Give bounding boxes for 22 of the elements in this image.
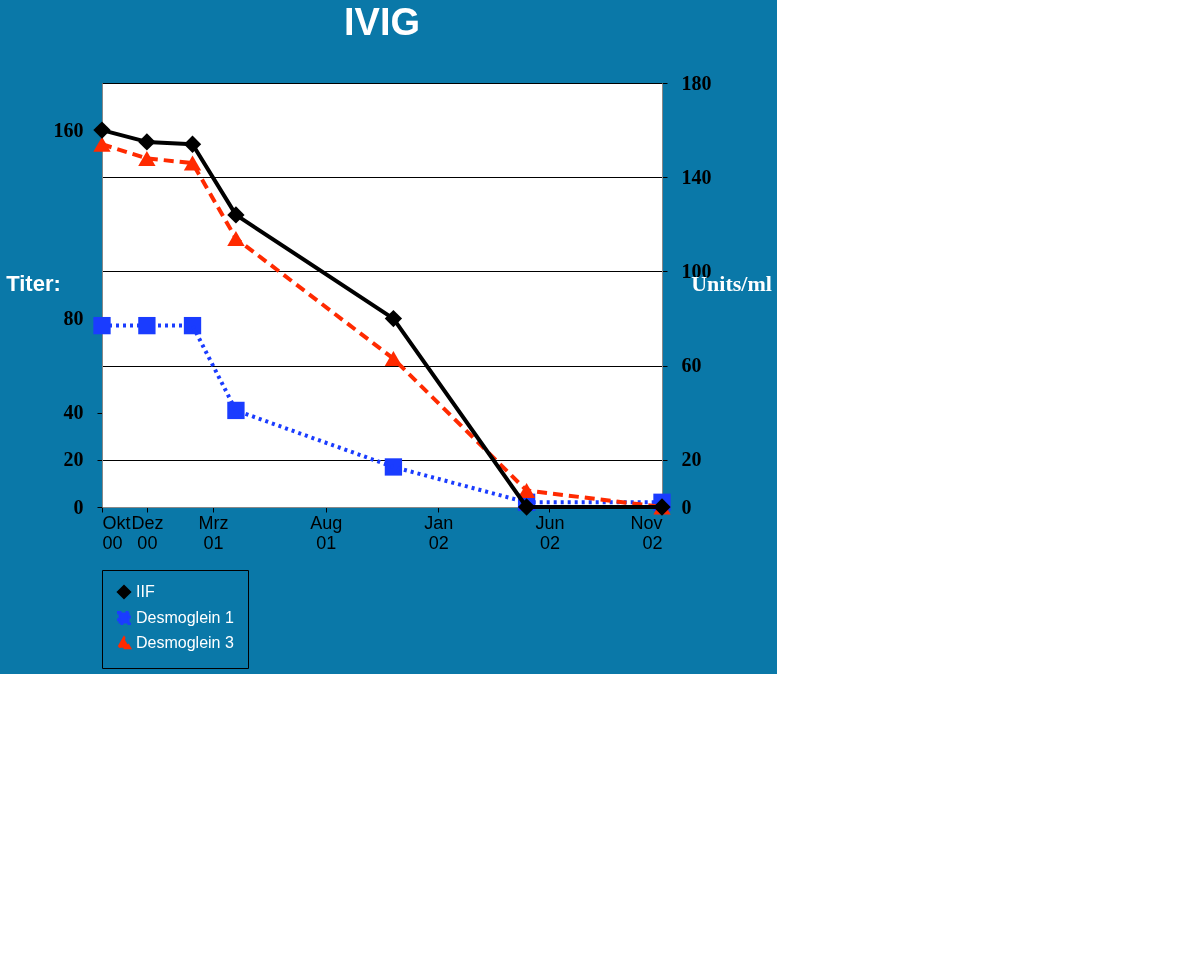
x-tick-label: Okt 00 [102,512,131,553]
x-tick-label: Dez 00 [131,512,164,553]
y2-tick-label: 140 [681,165,712,188]
y2-tick-label: 180 [681,71,712,94]
legend-label: Desmoglein 3 [136,634,234,651]
y-tick-label: 160 [53,118,84,141]
x-tick-label: Mrz 01 [198,512,229,553]
legend-label: Desmoglein 1 [136,609,234,626]
y-tick-label: 0 [73,495,84,518]
x-tick-label: Jan 02 [424,512,454,553]
y2-tick-label: 20 [681,448,702,471]
legend-label: IIF [136,583,155,600]
y2-tick-label: 0 [681,495,692,518]
y-axis-title: Titer: [6,270,61,296]
x-tick-label: Nov 02 [630,512,663,553]
y-tick-label: 80 [63,307,84,330]
chart-title: IVIG [343,1,421,43]
x-tick-label: Jun 02 [535,512,565,553]
y2-tick-label: 60 [681,354,702,377]
x-tick-label: Aug 01 [310,512,343,553]
y-tick-label: 40 [63,401,84,424]
y-tick-label: 20 [63,448,84,471]
